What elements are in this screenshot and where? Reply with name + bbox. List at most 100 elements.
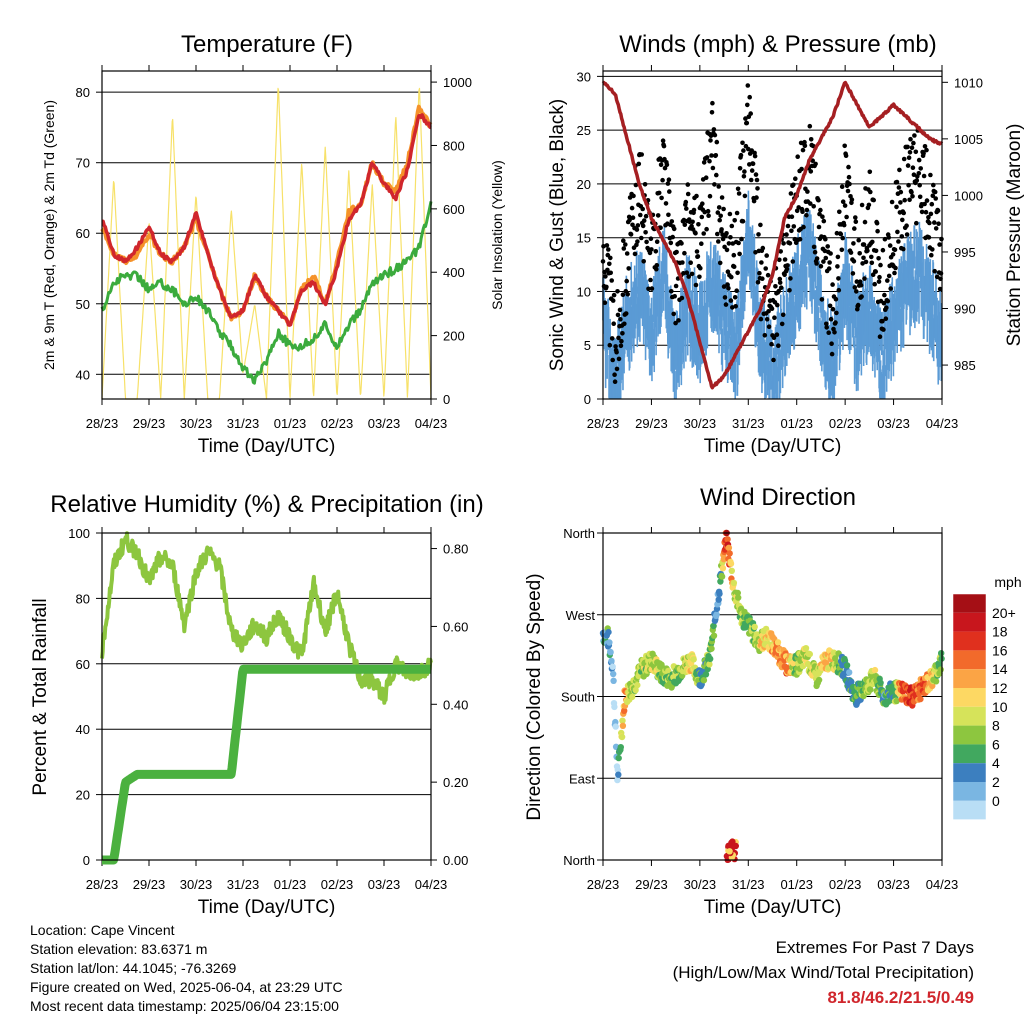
gust-point bbox=[742, 193, 748, 199]
humidity-yleft-tick-label: 80 bbox=[76, 591, 90, 606]
gust-point bbox=[791, 224, 797, 229]
gust-point bbox=[642, 182, 648, 187]
gust-point bbox=[649, 286, 655, 291]
gust-point bbox=[648, 277, 653, 283]
gust-point bbox=[907, 197, 912, 203]
gust-point bbox=[639, 235, 644, 241]
gust-point bbox=[666, 177, 672, 182]
direction-point bbox=[815, 676, 823, 684]
gust-point bbox=[932, 268, 937, 274]
gust-point bbox=[926, 235, 932, 240]
direction-point bbox=[938, 650, 945, 657]
gust-point bbox=[921, 151, 926, 156]
temperature-yleft-tick-label: 60 bbox=[76, 226, 90, 241]
direction-point bbox=[611, 703, 618, 711]
gust-point bbox=[722, 295, 728, 300]
gust-point bbox=[933, 196, 938, 201]
temperature-title: Temperature (F) bbox=[181, 31, 353, 58]
gust-point bbox=[682, 222, 688, 227]
gust-point bbox=[725, 269, 731, 275]
gust-point bbox=[611, 321, 616, 327]
gust-point bbox=[709, 110, 715, 115]
gust-point bbox=[910, 165, 916, 170]
gust-point bbox=[781, 241, 786, 246]
direction-tick-label: West bbox=[566, 608, 596, 623]
gust-point bbox=[713, 153, 719, 158]
gust-point bbox=[840, 235, 845, 241]
winds-xtick-label: 28/23 bbox=[587, 416, 620, 431]
speed-legend-label: 10 bbox=[992, 699, 1008, 715]
gust-point bbox=[704, 155, 710, 160]
direction-point bbox=[823, 659, 830, 667]
gust-point bbox=[724, 231, 729, 236]
gust-point bbox=[640, 223, 646, 229]
gust-point bbox=[785, 263, 790, 268]
gust-point bbox=[707, 193, 713, 199]
extremes-title: Extremes For Past 7 Days bbox=[775, 938, 974, 957]
direction-point bbox=[614, 776, 621, 784]
gust-point bbox=[833, 296, 839, 302]
winds-yright-tick-label: 995 bbox=[954, 245, 976, 260]
gust-point bbox=[845, 188, 851, 194]
gust-point bbox=[741, 174, 747, 179]
gust-point bbox=[876, 279, 882, 284]
gust-point bbox=[821, 259, 826, 264]
gust-point bbox=[771, 357, 776, 363]
temperature-ylabel-right: Solar Insolation (Yellow) bbox=[489, 160, 505, 310]
gust-point bbox=[684, 270, 690, 276]
temperature-xtick-label: 04/23 bbox=[415, 416, 448, 431]
gust-point bbox=[859, 202, 865, 208]
gust-point bbox=[695, 254, 701, 259]
gust-point bbox=[644, 239, 649, 245]
gust-point bbox=[854, 289, 859, 294]
gust-point bbox=[901, 156, 907, 162]
direction-xtick-label: 31/23 bbox=[732, 877, 765, 892]
gust-point bbox=[856, 237, 861, 243]
gust-point bbox=[646, 286, 651, 292]
speed-legend-swatch bbox=[953, 744, 986, 764]
gust-point bbox=[618, 317, 623, 322]
gust-point bbox=[649, 247, 654, 252]
winds-yleft-tick-label: 20 bbox=[577, 177, 591, 192]
gust-point bbox=[931, 182, 936, 188]
direction-xtick-label: 02/23 bbox=[829, 877, 862, 892]
gust-point bbox=[670, 234, 675, 240]
gust-point bbox=[880, 247, 886, 253]
gust-point bbox=[737, 251, 742, 257]
gust-point bbox=[701, 231, 706, 236]
gust-point bbox=[616, 335, 621, 341]
gust-point bbox=[693, 231, 698, 236]
speed-legend-label: 18 bbox=[992, 624, 1008, 640]
gust-point bbox=[719, 227, 724, 232]
gust-point bbox=[862, 276, 867, 281]
gust-point bbox=[640, 206, 645, 212]
temperature-xtick-label: 02/23 bbox=[321, 416, 354, 431]
gust-point bbox=[686, 274, 691, 279]
gust-point bbox=[929, 252, 934, 258]
gust-point bbox=[743, 116, 748, 121]
gust-point bbox=[719, 195, 725, 200]
gust-point bbox=[802, 143, 808, 149]
gust-point bbox=[906, 155, 912, 160]
gust-point bbox=[616, 356, 622, 362]
extremes-values: 81.8/46.2/21.5/0.49 bbox=[827, 988, 974, 1007]
direction-tick-label: North bbox=[563, 853, 595, 868]
gust-point bbox=[836, 276, 841, 281]
direction-point bbox=[830, 649, 838, 656]
direction-xtick-label: 04/23 bbox=[926, 877, 959, 892]
gust-point bbox=[669, 289, 674, 294]
gust-point bbox=[854, 279, 860, 284]
gust-point bbox=[626, 266, 631, 271]
direction-point bbox=[610, 670, 617, 678]
winds-yleft-tick-label: 25 bbox=[577, 123, 591, 138]
gust-point bbox=[742, 169, 747, 174]
gust-point bbox=[921, 173, 927, 179]
humidity-xtick-label: 04/23 bbox=[415, 877, 448, 892]
gust-point bbox=[778, 285, 784, 291]
gust-point bbox=[933, 226, 939, 231]
gust-point bbox=[914, 178, 920, 183]
gust-point bbox=[609, 336, 615, 341]
gust-point bbox=[882, 236, 888, 242]
gust-point bbox=[716, 239, 721, 244]
gust-point bbox=[838, 231, 844, 237]
